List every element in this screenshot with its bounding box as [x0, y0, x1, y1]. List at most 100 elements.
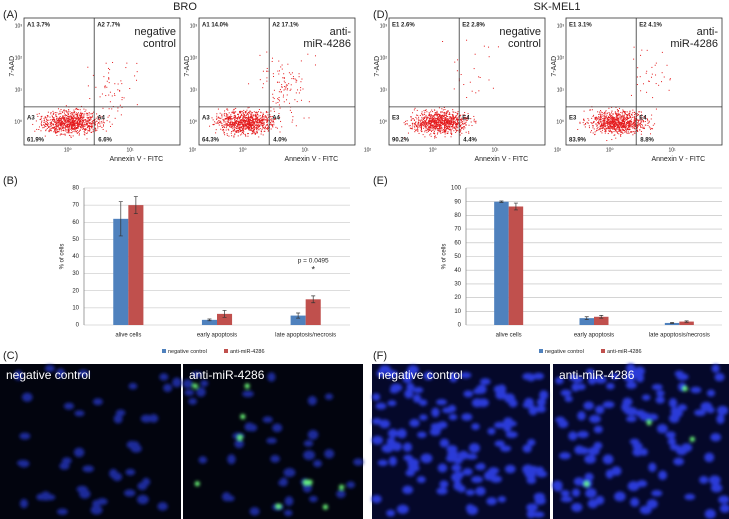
event [431, 131, 432, 132]
event [457, 127, 458, 128]
event [627, 128, 628, 129]
event [95, 121, 96, 122]
event [137, 104, 138, 105]
event [41, 123, 42, 124]
event [637, 76, 638, 77]
event [77, 114, 78, 115]
event [457, 70, 458, 71]
event [59, 113, 60, 114]
event [78, 109, 79, 110]
event [125, 67, 126, 68]
nucleus [583, 401, 594, 410]
event [431, 127, 432, 128]
event [475, 122, 476, 123]
event [449, 114, 450, 115]
nucleus [234, 440, 244, 449]
event [238, 126, 239, 127]
event [53, 131, 54, 132]
panel-label: (E) [373, 175, 388, 187]
event [430, 125, 431, 126]
event [655, 65, 656, 66]
event [93, 129, 94, 130]
nucleus [523, 468, 532, 475]
event [439, 107, 440, 108]
event [259, 109, 260, 110]
event [600, 117, 601, 118]
event [606, 128, 607, 129]
event [244, 129, 245, 130]
event [265, 117, 266, 118]
event [72, 126, 73, 127]
nucleus [487, 428, 495, 435]
plot-annotation: negative [134, 26, 176, 38]
event [230, 125, 231, 126]
event [617, 125, 618, 126]
event [279, 104, 280, 105]
event [258, 136, 259, 137]
nucleus [630, 498, 639, 507]
event [405, 124, 406, 125]
nucleus [588, 499, 598, 508]
event [442, 130, 443, 131]
event [51, 123, 52, 124]
event [242, 132, 243, 133]
event [261, 123, 262, 124]
nucleus [404, 389, 413, 398]
event [258, 127, 259, 128]
nucleus [652, 384, 663, 390]
event [80, 112, 81, 113]
event [441, 128, 442, 129]
event [245, 118, 246, 119]
event [421, 113, 422, 114]
event [225, 118, 226, 119]
event [656, 109, 657, 110]
event [594, 128, 595, 129]
event [617, 126, 618, 127]
event [234, 115, 235, 116]
event [240, 134, 241, 135]
event [67, 122, 68, 123]
nucleus [397, 505, 409, 514]
event [63, 119, 64, 120]
event [449, 113, 450, 114]
nucleus [439, 480, 448, 487]
event [593, 115, 594, 116]
event [584, 120, 585, 121]
event [258, 111, 259, 112]
event [593, 121, 594, 122]
event [263, 83, 264, 84]
event [421, 122, 422, 123]
event [71, 130, 72, 131]
event [429, 115, 430, 116]
event [664, 77, 665, 78]
nucleus [184, 389, 194, 396]
event [106, 131, 107, 132]
event [282, 69, 283, 70]
nucleus [553, 484, 562, 492]
event [245, 123, 246, 124]
event [616, 114, 617, 115]
event [109, 69, 110, 70]
nucleus [436, 399, 447, 405]
event [630, 121, 631, 122]
event [609, 129, 610, 130]
event [266, 112, 267, 113]
event [444, 127, 445, 128]
event [70, 124, 71, 125]
nucleus [267, 372, 275, 381]
y-tick-label: 10¹ [15, 87, 23, 93]
event [640, 123, 641, 124]
event [84, 126, 85, 127]
event [426, 122, 427, 123]
nucleus [571, 503, 582, 512]
nucleus [242, 391, 254, 398]
event [286, 99, 287, 100]
event [440, 125, 441, 126]
event [95, 130, 96, 131]
event [114, 83, 115, 84]
y-tick-label: 30 [72, 271, 79, 277]
event [291, 78, 292, 79]
event [250, 111, 251, 112]
event [61, 125, 62, 126]
event [275, 127, 276, 128]
